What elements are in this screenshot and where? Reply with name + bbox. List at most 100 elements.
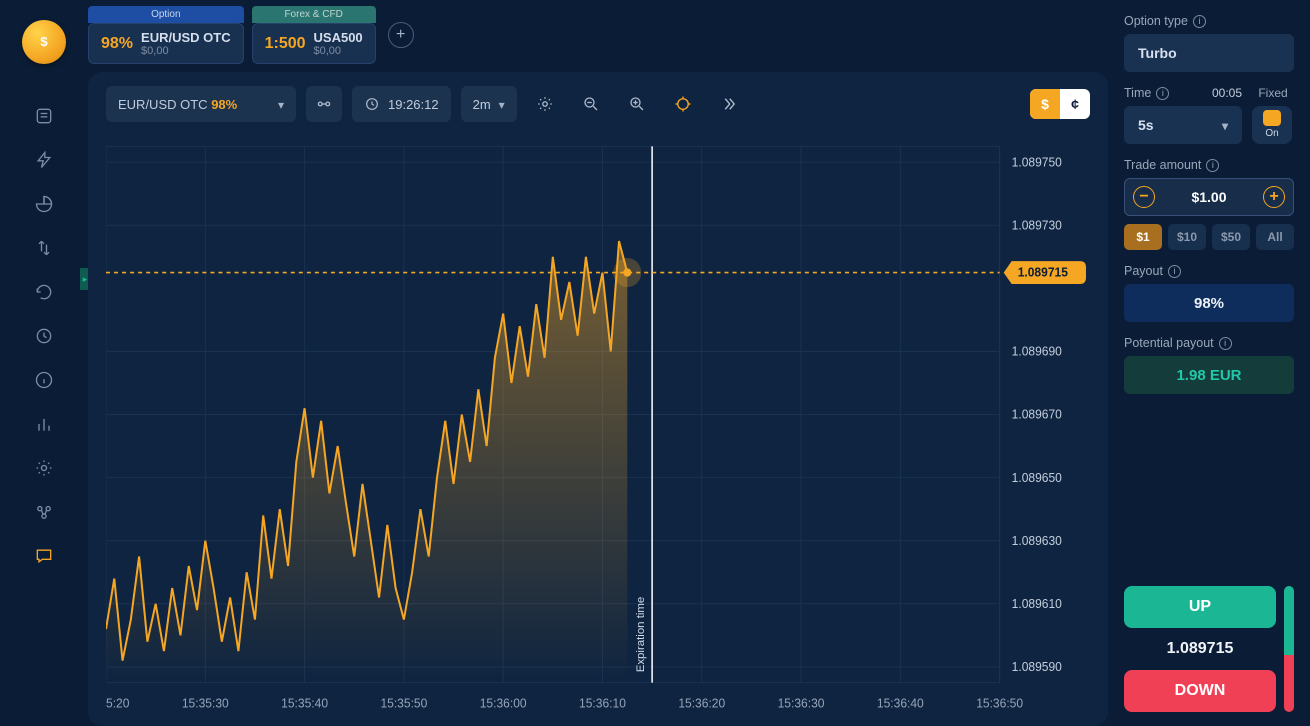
amount-input: − $1.00 +	[1124, 178, 1294, 216]
option-type-label: Option type	[1124, 14, 1188, 28]
asset-tabs-row: Option 98% EUR/USD OTC $0,00 Forex & CFD…	[88, 0, 1116, 72]
time-value: 5s	[1138, 117, 1154, 133]
buy-down-button[interactable]: DOWN	[1124, 670, 1276, 712]
svg-text:15:35:20: 15:35:20	[106, 696, 130, 710]
pie-icon[interactable]	[30, 190, 58, 218]
info-icon[interactable]: i	[1168, 265, 1181, 278]
timeframe-value: 2m	[473, 97, 491, 112]
svg-text:1.089670: 1.089670	[1012, 407, 1062, 421]
svg-text:$: $	[40, 34, 48, 49]
app-logo: $	[22, 20, 66, 64]
option-type-value: Turbo	[1138, 45, 1177, 61]
trade-panel: Option typei Turbo Timei 00:05 5s Fixed	[1116, 0, 1310, 726]
svg-text:1.089690: 1.089690	[1012, 344, 1062, 358]
tab-option-value: $0,00	[141, 45, 231, 57]
refresh-icon[interactable]	[30, 278, 58, 306]
current-price: 1.089715	[1124, 636, 1276, 662]
fixed-toggle[interactable]: On	[1252, 106, 1292, 144]
tab-forex-leverage: 1:500	[265, 35, 306, 53]
social-icon[interactable]	[30, 498, 58, 526]
settings-chart-icon[interactable]	[527, 86, 563, 122]
chevron-down-icon	[499, 97, 505, 112]
info-icon[interactable]: i	[1193, 15, 1206, 28]
left-sidebar: $	[0, 0, 88, 726]
svg-text:1.089715: 1.089715	[1018, 266, 1068, 280]
currency-toggle[interactable]: $ ¢	[1030, 89, 1090, 119]
chevron-down-icon	[1222, 117, 1228, 133]
add-asset-button[interactable]: +	[388, 22, 414, 48]
amount-plus-button[interactable]: +	[1263, 186, 1285, 208]
tab-option-symbol: EUR/USD OTC	[141, 30, 231, 45]
time-label: Time	[1124, 86, 1151, 100]
info-icon[interactable]: i	[1206, 159, 1219, 172]
indicators-button[interactable]	[306, 86, 342, 122]
tab-forex-value: $0,00	[314, 45, 363, 57]
chart-toolbar: EUR/USD OTC 98% 19:26:12 2m $	[88, 72, 1108, 132]
option-type-select[interactable]: Turbo	[1124, 34, 1294, 72]
clock-display: 19:26:12	[352, 86, 451, 122]
clock-value: 19:26:12	[388, 97, 439, 112]
timeframe-select[interactable]: 2m	[461, 86, 517, 122]
symbol-name: EUR/USD OTC	[118, 97, 208, 112]
svg-text:1.089730: 1.089730	[1012, 218, 1062, 232]
svg-text:15:36:10: 15:36:10	[579, 696, 626, 710]
tab-option-pct: 98%	[101, 35, 133, 53]
fixed-label: Fixed	[1252, 86, 1294, 100]
svg-text:15:35:50: 15:35:50	[380, 696, 427, 710]
asset-tab-forex[interactable]: Forex & CFD 1:500 USA500 $0,00	[252, 6, 376, 64]
currency-dollar[interactable]: $	[1030, 89, 1060, 119]
asset-tab-option[interactable]: Option 98% EUR/USD OTC $0,00	[88, 6, 244, 64]
svg-text:1.089590: 1.089590	[1012, 660, 1062, 674]
flash-icon[interactable]	[30, 146, 58, 174]
currency-cent[interactable]: ¢	[1060, 89, 1090, 119]
target-icon[interactable]	[665, 86, 701, 122]
amount-minus-button[interactable]: −	[1133, 186, 1155, 208]
chart-area[interactable]: Expiration time 1.089715 15:35:20 15:35:3…	[106, 136, 1090, 718]
svg-text:1.089610: 1.089610	[1012, 597, 1062, 611]
svg-text:Expiration time: Expiration time	[635, 597, 647, 673]
time-select[interactable]: 5s	[1124, 106, 1242, 144]
chevron-down-icon	[278, 97, 284, 112]
clock-icon[interactable]	[30, 322, 58, 350]
svg-text:1.089650: 1.089650	[1012, 471, 1062, 485]
svg-text:15:35:40: 15:35:40	[281, 696, 328, 710]
tab-label-forex: Forex & CFD	[252, 6, 376, 23]
tab-forex-symbol: USA500	[314, 30, 363, 45]
forward-icon[interactable]	[711, 86, 747, 122]
info-icon[interactable]	[30, 366, 58, 394]
svg-text:1.089750: 1.089750	[1012, 155, 1062, 169]
svg-text:1.089630: 1.089630	[1012, 534, 1062, 548]
zoom-out-icon[interactable]	[573, 86, 609, 122]
preset-button[interactable]: $1	[1124, 224, 1162, 250]
info-icon[interactable]: i	[1156, 87, 1169, 100]
gear-icon[interactable]	[30, 454, 58, 482]
toggle-knob	[1263, 110, 1281, 126]
svg-text:15:36:50: 15:36:50	[976, 696, 1023, 710]
svg-text:15:36:30: 15:36:30	[778, 696, 825, 710]
bars-icon[interactable]	[30, 410, 58, 438]
time-countdown: 00:05	[1212, 86, 1242, 100]
svg-text:15:36:40: 15:36:40	[877, 696, 924, 710]
preset-button[interactable]: $10	[1168, 224, 1206, 250]
chart-panel: EUR/USD OTC 98% 19:26:12 2m $	[88, 72, 1108, 726]
buy-up-button[interactable]: UP	[1124, 586, 1276, 628]
tab-label-option: Option	[88, 6, 244, 23]
svg-text:15:35:30: 15:35:30	[182, 696, 229, 710]
info-icon[interactable]: i	[1219, 337, 1232, 350]
payout-value: 98%	[1124, 284, 1294, 322]
svg-text:15:36:00: 15:36:00	[480, 696, 527, 710]
chat-icon[interactable]	[30, 542, 58, 570]
preset-row: $1$10$50All	[1124, 224, 1294, 250]
sentiment-bar	[1284, 586, 1294, 712]
arrows-icon[interactable]	[30, 234, 58, 262]
payout-label: Payout	[1124, 264, 1163, 278]
zoom-in-icon[interactable]	[619, 86, 655, 122]
potential-value: 1.98 EUR	[1124, 356, 1294, 394]
potential-label: Potential payout	[1124, 336, 1214, 350]
amount-value[interactable]: $1.00	[1163, 189, 1255, 205]
symbol-select[interactable]: EUR/USD OTC 98%	[106, 86, 296, 122]
menu-icon[interactable]	[30, 102, 58, 130]
amount-label: Trade amount	[1124, 158, 1201, 172]
preset-button[interactable]: $50	[1212, 224, 1250, 250]
preset-button[interactable]: All	[1256, 224, 1294, 250]
